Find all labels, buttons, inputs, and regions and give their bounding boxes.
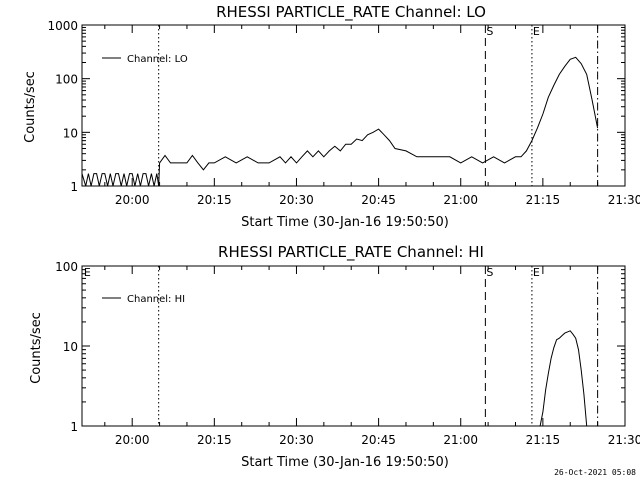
plot-frame [81, 265, 626, 427]
chart-title: RHESSI PARTICLE_RATE Channel: LO [216, 3, 486, 22]
x-tick-label: 20:15 [197, 433, 232, 447]
x-tick-label: 20:30 [279, 193, 314, 207]
x-tick-label: 21:30 [608, 193, 640, 207]
legend-label: Channel: HI [127, 294, 185, 305]
y-axis-label: Counts/sec [29, 312, 44, 384]
y-axis-label: Counts/sec [23, 71, 38, 143]
x-axis-label: Start Time (30-Jan-16 19:50:50) [241, 455, 449, 470]
y-tick-label: 1 [70, 180, 78, 194]
annotation-label: E [84, 266, 91, 279]
chart-panel-lo: RHESSI PARTICLE_RATE Channel: LO Start T… [23, 3, 640, 230]
chart-panel-hi: RHESSI PARTICLE_RATE Channel: HI Start T… [29, 243, 640, 470]
y-tick-label: 1 [70, 420, 78, 434]
x-tick-label: 20:00 [115, 193, 150, 207]
x-tick-label: 20:30 [279, 433, 314, 447]
y-tick-label: 10 [63, 126, 78, 140]
x-tick-label: 21:00 [443, 193, 478, 207]
footer-timestamp: 26-Oct-2021 05:08 [554, 468, 636, 477]
y-tick-label: 1000 [47, 19, 78, 33]
x-tick-label: 20:15 [197, 193, 232, 207]
x-tick-label: 21:15 [526, 433, 561, 447]
y-tick-label: 10 [63, 340, 78, 354]
plot-frame [81, 24, 626, 187]
x-tick-label: 21:00 [443, 433, 478, 447]
series-line [81, 56, 599, 187]
x-tick-label: 20:45 [361, 193, 396, 207]
y-tick-label: 100 [55, 260, 78, 274]
annotation-label: E [533, 266, 540, 279]
annotation-label: S [486, 266, 493, 279]
chart-title: RHESSI PARTICLE_RATE Channel: HI [218, 243, 484, 262]
x-tick-label: 21:15 [526, 193, 561, 207]
annotation-label: E [533, 25, 540, 38]
annotation-label: S [486, 25, 493, 38]
x-tick-label: 20:45 [361, 433, 396, 447]
y-tick-label: 100 [55, 73, 78, 87]
series-line [539, 330, 588, 427]
x-axis-label: Start Time (30-Jan-16 19:50:50) [241, 215, 449, 230]
x-tick-label: 20:00 [115, 433, 150, 447]
legend-label: Channel: LO [127, 54, 188, 65]
x-tick-label: 21:30 [608, 433, 640, 447]
